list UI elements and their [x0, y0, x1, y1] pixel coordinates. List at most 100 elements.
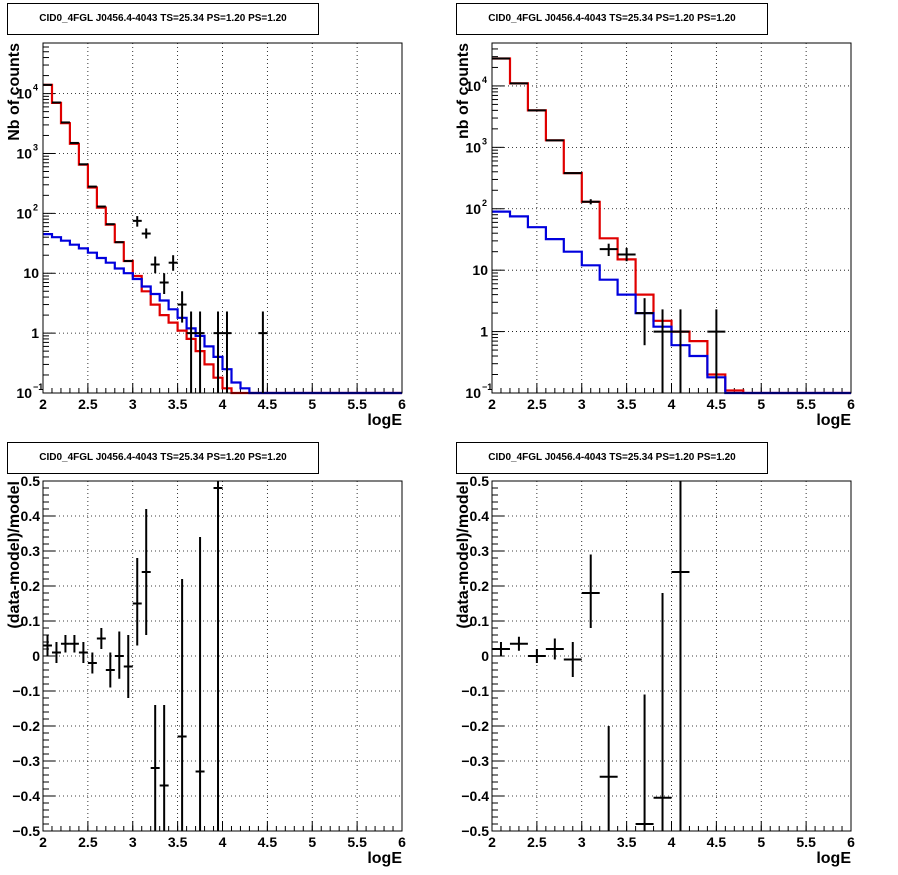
x-tick-label: 4 [219, 834, 227, 850]
pad-title: CID0_4FGL J0456.4-4043 TS=25.34 PS=1.20 … [7, 442, 319, 474]
y-axis-label: nb of counts [455, 43, 472, 139]
x-tick-label: 2.5 [78, 396, 98, 412]
y-tick-label: 1 [31, 325, 39, 341]
y-tick-exponent: 4 [482, 75, 487, 85]
y-tick-label: 10 [23, 265, 39, 281]
y-axis-label: (data-model)/model [6, 481, 23, 629]
y-tick-label: −0.5 [461, 823, 489, 839]
y-tick-exponent: 3 [482, 136, 487, 146]
x-tick-label: 3 [129, 834, 137, 850]
data-point [213, 311, 223, 393]
pad-title: CID0_4FGL J0456.4-4043 TS=25.34 PS=1.20 … [7, 3, 319, 35]
data-point [635, 694, 654, 831]
data-point [132, 216, 142, 227]
data-point [509, 636, 528, 651]
x-tick-label: 2 [39, 396, 47, 412]
data-point [78, 642, 88, 663]
data-point [653, 593, 672, 831]
data-point [599, 243, 618, 257]
data-point [96, 628, 106, 649]
y-tick-label: 0.5 [470, 473, 490, 489]
x-tick-label: 4 [668, 834, 676, 850]
x-tick-label: 4.5 [258, 396, 278, 412]
x-tick-label: 3 [578, 396, 586, 412]
y-tick-label: 0.2 [470, 578, 490, 594]
x-tick-label: 2.5 [527, 834, 547, 850]
data-point [69, 635, 79, 653]
y-tick-exponent: −1 [482, 382, 492, 392]
data-point [671, 481, 690, 831]
data-point [159, 705, 169, 831]
data-point [195, 311, 205, 393]
data-point [177, 579, 187, 831]
data-point [671, 309, 690, 393]
y-tick-label: −0.1 [12, 683, 40, 699]
y-tick-label: 10 [16, 86, 32, 102]
x-tick-label: 3.5 [168, 834, 188, 850]
x-tick-label: 2 [39, 834, 47, 850]
y-tick-label: 10 [465, 78, 481, 94]
y-tick-label: 10 [465, 201, 481, 217]
data-point [617, 247, 636, 262]
x-tick-label: 6 [847, 834, 855, 850]
x-axis-label: logE [816, 850, 851, 867]
y-tick-label: 10 [472, 262, 488, 278]
data-point [177, 291, 187, 323]
y-tick-label: 0.4 [21, 508, 41, 524]
data-point [195, 537, 205, 831]
pad-title: CID0_4FGL J0456.4-4043 TS=25.34 PS=1.20 … [456, 3, 768, 35]
x-tick-label: 2.5 [527, 396, 547, 412]
pad-title: CID0_4FGL J0456.4-4043 TS=25.34 PS=1.20 … [456, 442, 768, 474]
y-tick-label: 0.4 [470, 508, 490, 524]
x-tick-label: 5.5 [796, 396, 816, 412]
x-tick-label: 3 [129, 396, 137, 412]
y-tick-label: 10 [16, 205, 32, 221]
y-tick-label: 10 [465, 385, 481, 401]
model-component-histogram [492, 210, 851, 395]
plot-frame [491, 42, 852, 394]
x-tick-label: 4.5 [707, 396, 727, 412]
y-tick-label: 0 [32, 648, 40, 664]
x-tick-label: 6 [847, 396, 855, 412]
y-tick-exponent: 3 [33, 142, 38, 152]
x-tick-label: 4 [668, 396, 676, 412]
y-tick-label: 0.1 [21, 613, 41, 629]
y-tick-label: −0.4 [461, 788, 489, 804]
data-point [150, 705, 160, 831]
data-point [258, 311, 268, 393]
data-point [213, 481, 223, 831]
y-tick-label: −0.2 [461, 718, 489, 734]
data-point [599, 726, 618, 831]
y-tick-label: 10 [16, 385, 32, 401]
data-point [635, 298, 654, 346]
data-point [581, 199, 600, 205]
data-point [87, 652, 97, 674]
y-axis-label: (data-model)/model [455, 481, 472, 629]
y-tick-label: 0.1 [470, 613, 490, 629]
model-component-histogram [43, 233, 402, 395]
x-tick-label: 6 [398, 834, 406, 850]
x-tick-label: 5 [757, 834, 765, 850]
y-tick-label: 0.2 [21, 578, 41, 594]
data-point [563, 642, 582, 677]
y-tick-label: −0.2 [12, 718, 40, 734]
y-tick-label: 1 [480, 324, 488, 340]
data-point [653, 309, 672, 393]
y-tick-exponent: 4 [33, 83, 38, 93]
y-tick-exponent: 2 [33, 202, 38, 212]
x-tick-label: 2 [488, 834, 496, 850]
x-tick-label: 5 [308, 396, 316, 412]
y-tick-label: −0.4 [12, 788, 40, 804]
y-tick-label: 10 [465, 139, 481, 155]
y-tick-exponent: −1 [33, 382, 43, 392]
x-axis-label: logE [816, 412, 851, 429]
data-point [186, 311, 196, 393]
x-tick-label: 3.5 [617, 396, 637, 412]
y-tick-label: 0.3 [21, 543, 41, 559]
chart-pad-3: 2 2.5 3 3.5 4 4.5 5 5.5 6 −0.5 −0.4 −0.3 −0.2 −0.1 0 0.… [6, 473, 406, 867]
data-point [123, 635, 133, 698]
data-point [222, 311, 232, 393]
data-point [60, 635, 70, 653]
